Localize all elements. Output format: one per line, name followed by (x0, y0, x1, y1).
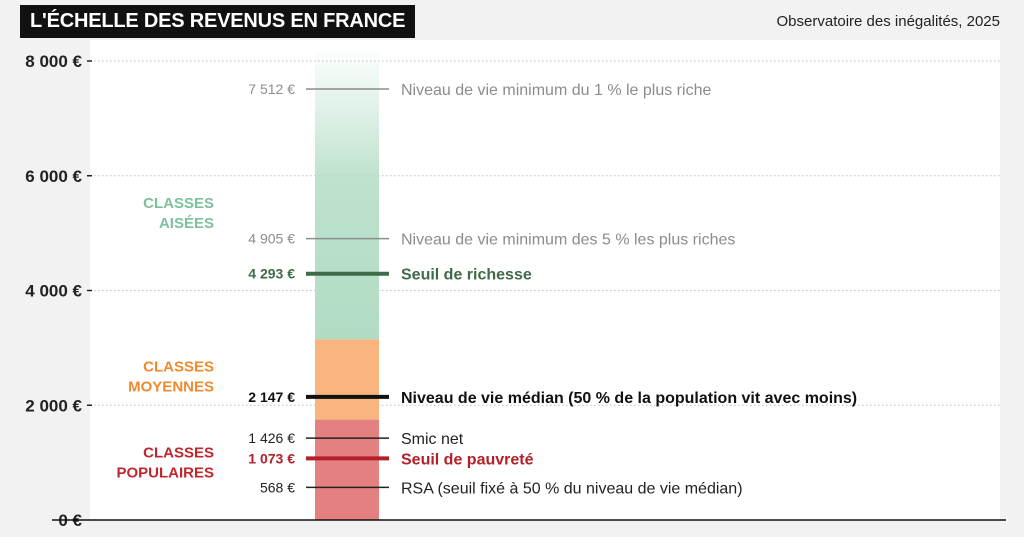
marker-annotation: Smic net (401, 431, 464, 448)
class-label: CLASSES POPULAIRES (116, 445, 214, 482)
class-label-line: MOYENNES (128, 379, 214, 396)
class-label-line: CLASSES (143, 359, 214, 376)
marker-annotation: Niveau de vie minimum du 1 % le plus ric… (401, 82, 711, 99)
marker: 4 293 € Seuil de richesse (248, 266, 532, 284)
marker: 7 512 € Niveau de vie minimum du 1 % le p… (248, 81, 711, 99)
y-tick-label: 8 000 € (25, 52, 82, 71)
y-tick-label: 6 000 € (25, 167, 82, 186)
marker: 4 905 € Niveau de vie minimum des 5 % les… (248, 231, 735, 249)
band-aisees (315, 52, 379, 340)
class-label-line: CLASSES (143, 195, 214, 212)
marker-value-label: 1 426 € (248, 430, 295, 446)
marker-value-label: 4 293 € (248, 266, 295, 282)
y-tick-label: 2 000 € (25, 396, 82, 415)
marker-annotation: Seuil de pauvreté (401, 451, 534, 468)
marker-value-label: 1 073 € (248, 450, 295, 466)
marker-annotation: Seuil de richesse (401, 267, 532, 284)
marker-annotation: Niveau de vie minimum des 5 % les plus r… (401, 232, 735, 249)
class-label-line: CLASSES (143, 445, 214, 462)
marker-annotation: RSA (seuil fixé à 50 % du niveau de vie … (401, 480, 743, 497)
class-label: CLASSES MOYENNES (128, 359, 214, 396)
band-populaires (315, 419, 379, 520)
marker-value-label: 7 512 € (248, 81, 295, 97)
class-label-line: POPULAIRES (116, 465, 214, 482)
marker-value-label: 2 147 € (248, 389, 295, 405)
marker: 1 426 € Smic net (248, 430, 464, 448)
chart-title: L'ÉCHELLE DES REVENUS EN FRANCE (20, 5, 416, 38)
class-label: CLASSES AISÉES (143, 195, 214, 232)
marker-annotation: Niveau de vie médian (50 % de la populat… (401, 390, 857, 407)
class-label-line: AISÉES (159, 215, 214, 232)
marker: 1 073 € Seuil de pauvreté (248, 450, 533, 468)
source-credit: Observatoire des inégalités, 2025 (776, 13, 1000, 30)
marker: 2 147 € Niveau de vie médian (50 % de la … (248, 389, 857, 407)
band-moyennes (315, 339, 379, 420)
marker: 568 € RSA (seuil fixé à 50 % du niveau de… (260, 479, 743, 497)
marker-value-label: 4 905 € (248, 231, 295, 247)
y-tick-label: 4 000 € (25, 282, 82, 301)
marker-value-label: 568 € (260, 479, 295, 495)
plot-background (90, 40, 1000, 520)
